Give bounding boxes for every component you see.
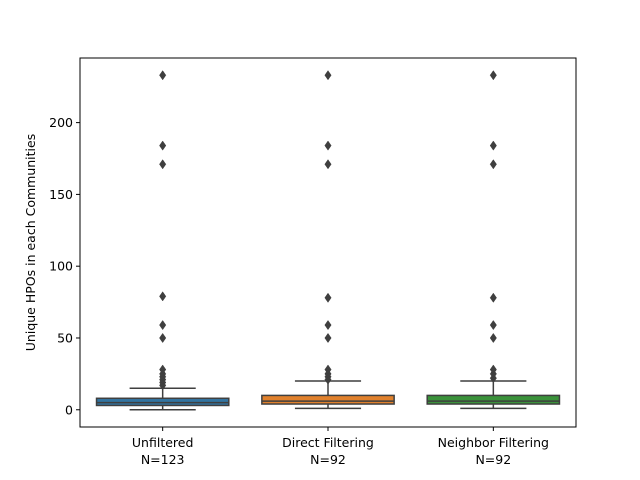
outlier-point [324, 159, 332, 170]
x-tick-label: Direct Filtering [282, 435, 374, 450]
outlier-point [159, 291, 167, 302]
outlier-point [159, 140, 167, 151]
x-tick-sublabel: N=92 [310, 452, 346, 467]
x-tick-label: Neighbor Filtering [438, 435, 549, 450]
outlier-point [159, 364, 167, 375]
outlier-point [324, 292, 332, 303]
outlier-point [489, 140, 497, 151]
outlier-point [489, 159, 497, 170]
outlier-point [489, 292, 497, 303]
outlier-point [489, 70, 497, 81]
y-tick-label: 0 [65, 402, 73, 417]
outlier-point [489, 364, 497, 375]
x-axis: Unfiltered N=123 Direct Filtering N=92 Neigh… [132, 427, 549, 467]
outlier-point [159, 320, 167, 331]
outlier-point [489, 332, 497, 344]
y-tick-label: 200 [49, 115, 73, 130]
outlier-point [324, 332, 332, 344]
box-iqr [261, 394, 395, 405]
outlier-point [324, 320, 332, 331]
x-tick-sublabel: N=123 [141, 452, 185, 467]
plot-frame [79, 57, 577, 428]
outlier-point [159, 159, 167, 170]
outlier-point [159, 70, 167, 81]
box-iqr [426, 394, 561, 405]
outlier-point [324, 70, 332, 81]
outlier-point [159, 332, 167, 344]
outlier-point [489, 320, 497, 331]
box-group-1 [95, 70, 230, 411]
outlier-point [324, 140, 332, 151]
y-axis: 0 50 100 150 200 [49, 115, 80, 417]
y-tick-label: 100 [49, 259, 73, 274]
y-tick-label: 150 [49, 187, 73, 202]
y-tick-label: 50 [57, 330, 73, 345]
box-group-3 [426, 70, 561, 410]
chart-marks [95, 70, 561, 411]
y-axis-label: Unique HPOs in each Communities [23, 134, 38, 351]
box-group-2 [261, 70, 395, 410]
outlier-point [324, 364, 332, 375]
x-tick-sublabel: N=92 [475, 452, 511, 467]
x-tick-label: Unfiltered [132, 435, 194, 450]
